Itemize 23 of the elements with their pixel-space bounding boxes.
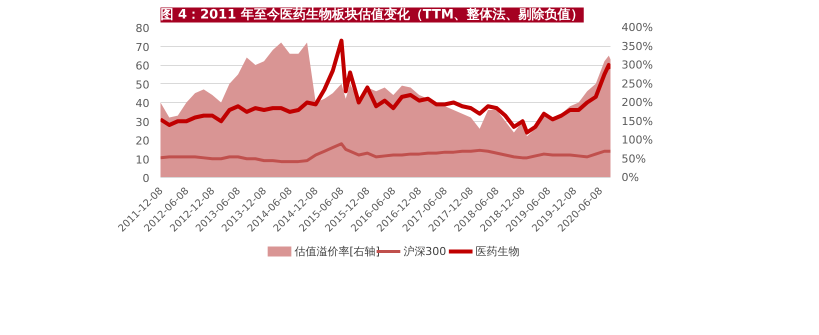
y2-tick-label: 100% [622, 134, 653, 146]
y-tick-label: 70 [136, 40, 150, 54]
y-tick-label: 60 [136, 60, 150, 72]
y2-tick-label: 0% [622, 171, 639, 184]
y-tick-label: 80 [136, 22, 150, 35]
y-tick-label: 50 [136, 78, 150, 92]
y2-tick-label: 350% [622, 40, 653, 53]
y2-tick-label: 400% [622, 21, 653, 34]
line-series [160, 38, 610, 134]
y-tick-label: 0 [142, 172, 150, 185]
y2-tick-label: 50% [622, 152, 646, 166]
legend-label: 沪深300 [403, 245, 446, 258]
y-tick-label: 20 [136, 134, 150, 148]
y-tick-label: 10 [136, 153, 150, 166]
y2-tick-label: 250% [622, 77, 653, 90]
y-tick-label: 40 [136, 97, 150, 110]
y2-tick-label: 200% [622, 96, 653, 109]
legend-label: 医药生物 [476, 245, 520, 258]
y-tick-label: 30 [136, 116, 150, 129]
chart-title: 图 4：2011 年至今医药生物板块估值变化（TTM、整体法、剔除负值） [160, 6, 584, 22]
y2-tick-label: 150% [622, 114, 653, 128]
y2-tick-label: 300% [622, 58, 653, 72]
line-series [160, 142, 610, 164]
